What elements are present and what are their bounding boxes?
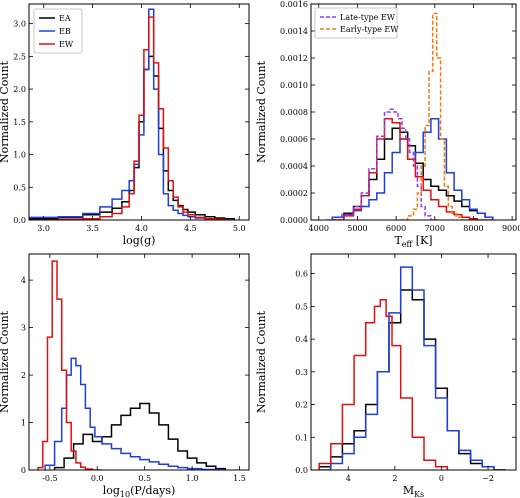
- y-axis-label: Normalized Count: [0, 310, 11, 413]
- y-tick-label: 3: [21, 324, 26, 333]
- x-tick-label: 1.5: [233, 474, 246, 483]
- legend-box: [314, 7, 398, 39]
- x-tick-label: 1.0: [186, 474, 199, 483]
- series-line-3: [318, 299, 449, 470]
- series-line-early-type-ew: [400, 12, 470, 220]
- x-tick-label: 3.0: [37, 224, 50, 233]
- x-axis-label: log(g): [123, 234, 156, 247]
- y-tick-label: 0.4: [295, 335, 308, 344]
- y-tick-label: 0.5: [13, 183, 26, 192]
- y-tick-label: 0.0: [295, 466, 308, 475]
- series-line-1: [53, 402, 227, 470]
- plot-frame: [28, 3, 250, 221]
- x-axis-label: log10(P/days): [103, 484, 176, 498]
- legend-box: [33, 8, 83, 54]
- x-axis-label-main: T: [394, 234, 402, 247]
- x-axis-label-tail: (P/days): [130, 484, 175, 497]
- series-line-2: [319, 266, 506, 470]
- y-tick-label: 0.5: [295, 302, 308, 311]
- plot-frame: [28, 253, 250, 471]
- x-tick-label: 7000: [425, 224, 445, 233]
- series-group: [326, 12, 494, 220]
- y-tick-label: 0.0014: [280, 27, 308, 36]
- x-tick-label: 0.0: [91, 474, 104, 483]
- y-tick-label: 0.0010: [280, 81, 308, 90]
- legend-label: EA: [59, 14, 71, 23]
- y-tick-label: 0.2: [295, 401, 308, 410]
- x-tick-label: 9000: [502, 224, 520, 233]
- x-tick-label: 6000: [386, 224, 406, 233]
- x-axis-label-main: log(g): [123, 234, 156, 247]
- plot-frame: [310, 253, 517, 471]
- series-line-late-type-ew: [326, 108, 439, 220]
- x-axis-label-sub: eff: [402, 240, 414, 249]
- x-axis-label-main: log: [103, 484, 120, 497]
- x-tick-label: 5.0: [233, 224, 246, 233]
- y-tick-label: 1.0: [13, 151, 26, 160]
- y-tick-label: 2: [21, 371, 26, 380]
- x-tick-label: 0.5: [138, 474, 151, 483]
- x-axis-label-main: M: [403, 484, 414, 497]
- x-axis-label-sub: Ks: [414, 490, 424, 498]
- y-tick-label: 0.3: [295, 368, 308, 377]
- legend-label: Late-type EW: [340, 13, 396, 22]
- y-tick-label: 2.5: [13, 52, 26, 61]
- x-tick-label: 4.0: [135, 224, 148, 233]
- legend-label: Early-type EW: [340, 25, 399, 34]
- x-tick-label: 0: [439, 474, 444, 483]
- y-tick-label: 0.0000: [280, 216, 308, 225]
- x-tick-label: −2: [482, 474, 494, 483]
- y-tick-label: 4: [21, 276, 26, 285]
- legend: Late-type EW Early-type EW: [314, 7, 399, 39]
- y-tick-label: 2.0: [13, 85, 26, 94]
- series-line-1: [318, 289, 506, 470]
- legend-label: EW: [59, 40, 74, 49]
- x-tick-label: 4: [346, 474, 351, 483]
- y-tick-label: 0.0016: [280, 0, 308, 9]
- y-tick-label: 1: [21, 419, 26, 428]
- series-group: [29, 8, 236, 220]
- panel-4: 4 2 0 −2 0.0 0.1 0.2 0.3 0.4 0.5 0.6 MKs Normalized …: [255, 253, 517, 498]
- y-tick-label: 0: [21, 466, 26, 475]
- x-axis-label-tail: [K]: [412, 234, 432, 247]
- x-tick-label: 5000: [347, 224, 367, 233]
- y-tick-label: 0.1: [295, 433, 308, 442]
- x-axis-label-sub: 10: [120, 490, 130, 498]
- x-tick-label: 4.5: [184, 224, 197, 233]
- legend: EA EB EW: [33, 8, 83, 54]
- y-axis-label: Normalized Count: [255, 310, 268, 413]
- y-axis-label: Normalized Count: [0, 60, 11, 163]
- x-tick-label: 8000: [463, 224, 483, 233]
- series-line-3: [332, 118, 493, 220]
- y-tick-label: 1.5: [13, 118, 26, 127]
- panel-1: 3.0 3.5 4.0 4.5 5.0 0.0 0.5 1.0 1.5 2.0 2.5 3.0 log(…: [0, 3, 250, 247]
- panel-3: -0.5 0.0 0.5 1.0 1.5 0 1 2 3 4 log10(P/days) Normal…: [0, 253, 250, 498]
- y-tick-label: 0.6: [295, 270, 308, 279]
- y-tick-label: 0.0002: [280, 189, 308, 198]
- panel-2: 4000 5000 6000 7000 8000 9000 0.0000 0.0002 0.00…: [255, 0, 520, 249]
- y-axis-label: Normalized Count: [255, 60, 268, 163]
- y-tick-label: 0.0006: [280, 135, 308, 144]
- series-line-ew: [29, 16, 235, 220]
- x-axis-label: Teff [K]: [394, 234, 432, 249]
- series-group: [318, 266, 506, 470]
- series-group: [37, 260, 227, 470]
- y-tick-label: 0.0004: [280, 162, 308, 171]
- series-line-2: [44, 357, 222, 470]
- y-tick-label: 0.0012: [280, 54, 308, 63]
- y-tick-label: 0.0008: [280, 108, 308, 117]
- x-tick-label: 4000: [309, 224, 329, 233]
- series-line-ea: [29, 55, 236, 220]
- y-tick-label: 3.0: [13, 20, 26, 29]
- series-line-3: [37, 260, 102, 470]
- x-tick-label: 2: [392, 474, 397, 483]
- y-tick-label: 0.0: [13, 216, 26, 225]
- x-axis-label: MKs: [403, 484, 424, 498]
- series-line-2: [331, 118, 494, 220]
- x-tick-label: -0.5: [42, 474, 57, 483]
- legend-label: EB: [59, 27, 71, 36]
- x-tick-label: 3.5: [86, 224, 99, 233]
